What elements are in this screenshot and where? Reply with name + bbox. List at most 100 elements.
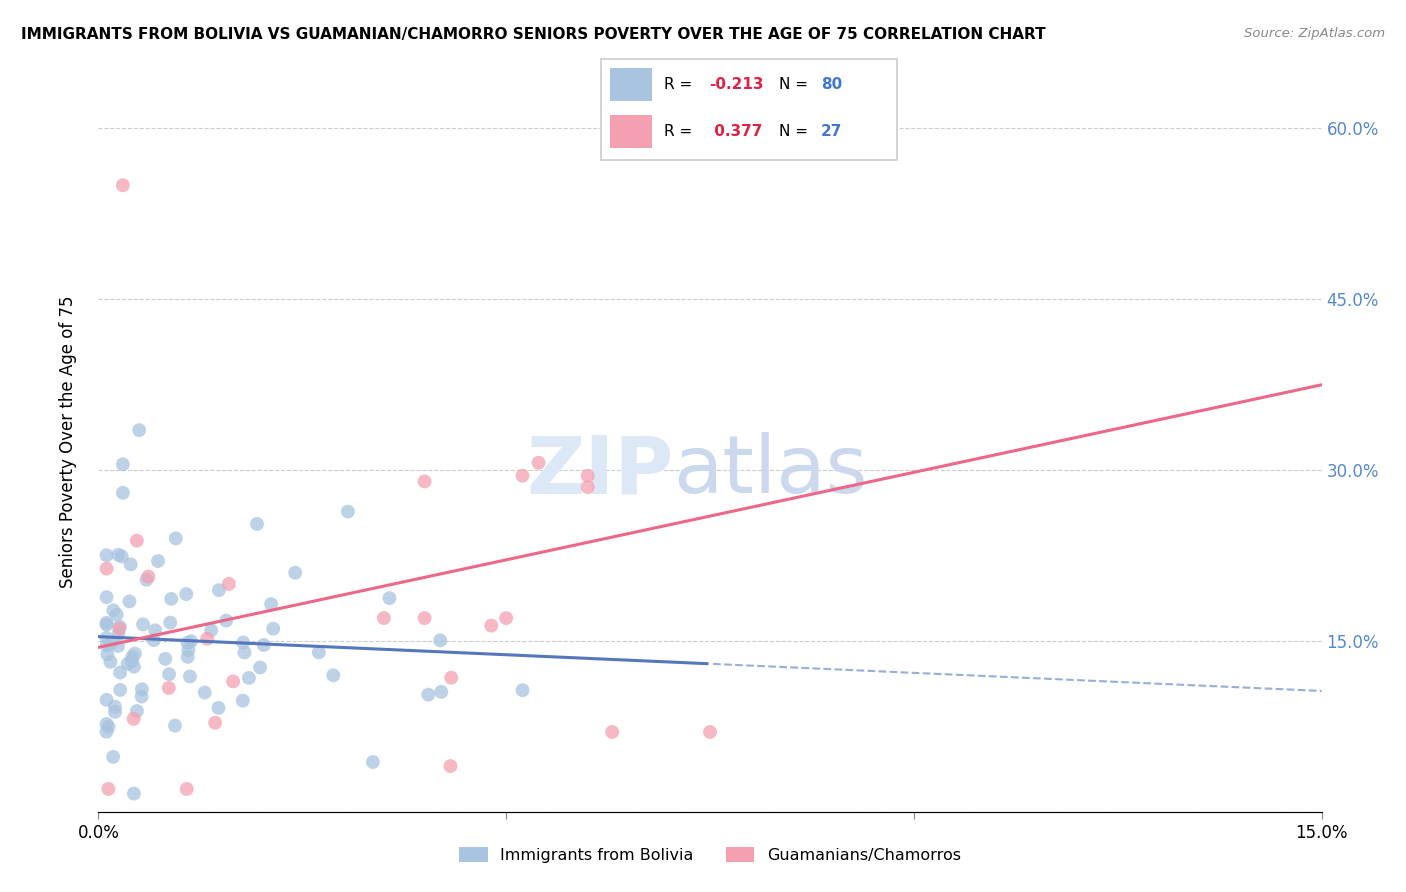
Point bbox=[215, 614, 238, 628]
Point bbox=[97, 720, 120, 734]
Point bbox=[104, 705, 127, 719]
Point bbox=[131, 690, 153, 704]
Point bbox=[96, 561, 118, 575]
Point bbox=[157, 667, 180, 681]
Point bbox=[527, 456, 550, 470]
Point bbox=[232, 693, 254, 707]
Point bbox=[361, 755, 384, 769]
Point bbox=[111, 549, 134, 564]
Point bbox=[159, 615, 181, 630]
Point bbox=[96, 717, 118, 731]
Point bbox=[108, 620, 131, 634]
Point bbox=[160, 591, 183, 606]
Point bbox=[180, 634, 202, 648]
Point bbox=[512, 468, 534, 483]
Point bbox=[105, 607, 128, 622]
Text: R =: R = bbox=[664, 124, 697, 139]
Text: Source: ZipAtlas.com: Source: ZipAtlas.com bbox=[1244, 27, 1385, 40]
Point bbox=[121, 649, 143, 664]
Point bbox=[413, 611, 436, 625]
Text: N =: N = bbox=[779, 77, 813, 92]
Point bbox=[195, 632, 218, 646]
Point bbox=[418, 688, 440, 702]
Point bbox=[125, 704, 148, 718]
Point bbox=[132, 617, 155, 632]
Point bbox=[107, 548, 129, 562]
Bar bbox=[610, 69, 652, 101]
Point bbox=[479, 618, 502, 632]
Point bbox=[122, 659, 145, 673]
Point bbox=[107, 627, 129, 641]
Point bbox=[122, 712, 145, 726]
FancyBboxPatch shape bbox=[600, 59, 897, 160]
Point bbox=[174, 587, 197, 601]
Point bbox=[308, 645, 330, 659]
Point bbox=[96, 617, 118, 632]
Point bbox=[249, 660, 271, 674]
Point bbox=[284, 566, 307, 580]
Point bbox=[124, 647, 146, 661]
Point bbox=[440, 671, 463, 685]
Text: atlas: atlas bbox=[673, 432, 868, 510]
Point bbox=[111, 485, 134, 500]
Point bbox=[157, 681, 180, 695]
Point bbox=[413, 475, 436, 489]
Point bbox=[136, 569, 159, 583]
Point bbox=[165, 532, 187, 546]
Point bbox=[104, 699, 127, 714]
Point bbox=[101, 749, 124, 764]
Point bbox=[122, 787, 145, 801]
Point bbox=[100, 636, 122, 650]
Point bbox=[107, 639, 129, 653]
Point bbox=[135, 573, 157, 587]
Point bbox=[103, 603, 125, 617]
Point bbox=[600, 725, 623, 739]
Point bbox=[204, 715, 226, 730]
Point bbox=[194, 685, 217, 699]
Point bbox=[97, 781, 120, 796]
Point bbox=[176, 781, 198, 796]
Point bbox=[260, 597, 283, 611]
Point bbox=[108, 665, 131, 680]
Point bbox=[131, 682, 153, 697]
Point bbox=[218, 577, 240, 591]
Point bbox=[222, 674, 245, 689]
Text: 27: 27 bbox=[821, 124, 842, 139]
Point bbox=[200, 624, 222, 638]
Point bbox=[111, 458, 134, 472]
Point bbox=[179, 669, 201, 683]
Point bbox=[96, 548, 118, 562]
Point bbox=[430, 685, 453, 699]
Point bbox=[512, 683, 534, 698]
Point bbox=[117, 657, 139, 671]
Text: N =: N = bbox=[779, 124, 813, 139]
Point bbox=[576, 468, 599, 483]
Point bbox=[429, 633, 451, 648]
Text: 80: 80 bbox=[821, 77, 842, 92]
Text: ZIP: ZIP bbox=[526, 432, 673, 510]
Point bbox=[176, 636, 198, 650]
Point bbox=[246, 516, 269, 531]
Y-axis label: Seniors Poverty Over the Age of 75: Seniors Poverty Over the Age of 75 bbox=[59, 295, 77, 588]
Point bbox=[143, 624, 166, 638]
Point bbox=[232, 635, 254, 649]
Legend: Immigrants from Bolivia, Guamanians/Chamorros: Immigrants from Bolivia, Guamanians/Cham… bbox=[458, 847, 962, 863]
Point bbox=[699, 725, 721, 739]
Point bbox=[110, 682, 132, 697]
Point bbox=[163, 719, 186, 733]
Point bbox=[336, 505, 359, 519]
Point bbox=[108, 622, 131, 636]
Point bbox=[96, 693, 118, 707]
Text: R =: R = bbox=[664, 77, 697, 92]
Point bbox=[142, 633, 165, 648]
Point bbox=[495, 611, 517, 625]
Point bbox=[100, 655, 122, 669]
Point bbox=[177, 649, 200, 664]
Point bbox=[378, 591, 401, 606]
Point bbox=[262, 622, 284, 636]
Point bbox=[253, 638, 276, 652]
Point bbox=[96, 590, 118, 604]
Point bbox=[439, 759, 461, 773]
Point bbox=[233, 645, 256, 659]
Bar bbox=[610, 115, 652, 148]
